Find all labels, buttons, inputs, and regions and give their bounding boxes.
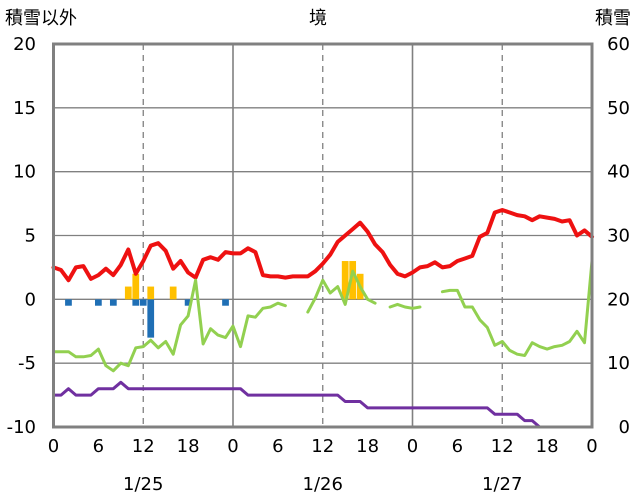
right-y-tick-label: 30	[607, 226, 630, 247]
temperature-line	[51, 208, 594, 283]
minus_bar-bar	[139, 299, 147, 306]
x-hour-tick-label: 18	[536, 436, 559, 457]
precip-bar	[132, 273, 140, 300]
precip-bar	[341, 261, 349, 300]
x-hour-tick-label: 18	[177, 436, 200, 457]
date-label: 1/25	[123, 474, 163, 495]
date-label: 1/27	[482, 474, 522, 495]
left-y-tick-label: -5	[18, 353, 36, 374]
minus_bar-bar	[222, 299, 229, 306]
left-y-tick-label: 0	[25, 289, 36, 310]
x-hour-tick-label: 6	[272, 436, 283, 457]
date-label: 1/26	[303, 474, 343, 495]
minus_bar-bar	[109, 299, 117, 306]
right-y-tick-label: 60	[607, 34, 630, 55]
x-hour-tick-label: 18	[356, 436, 379, 457]
dew_point-line	[52, 259, 594, 373]
x-hour-tick-label: 12	[491, 436, 514, 457]
x-hour-tick-label: 6	[93, 436, 104, 457]
x-hour-tick-label: 6	[452, 436, 463, 457]
right-y-ticks: 0 10 20 30 40 50 60	[607, 34, 630, 438]
right-y-tick-label: 0	[619, 417, 630, 438]
left-y-tick-label: 20	[13, 34, 36, 55]
x-hour-tick-label: 12	[132, 436, 155, 457]
x-hour-tick-label: 0	[407, 436, 418, 457]
left-y-tick-label: 10	[13, 162, 36, 183]
chart-title: 境	[309, 8, 327, 29]
x-hour-ticks: 0 6 12 18 0 6 12 18 0 6 12 18 0	[48, 436, 598, 457]
right-y-tick-label: 40	[607, 162, 630, 183]
minus_bar-bar	[184, 299, 192, 306]
precip-bar	[124, 286, 132, 300]
x-hour-tick-label: 0	[227, 436, 238, 457]
right-y-tick-label: 50	[607, 98, 630, 119]
left-y-tick-label: 5	[25, 226, 36, 247]
right-axis-label: 積雪	[595, 8, 631, 29]
left-y-tick-label: 15	[13, 98, 36, 119]
precip-bar	[147, 286, 155, 300]
right-y-tick-label: 20	[607, 289, 630, 310]
minus_bar-bar	[95, 299, 102, 306]
snow_depth-line	[52, 380, 594, 429]
date-labels: 1/25 1/26 1/27	[123, 474, 522, 495]
left-y-ticks: -10 -5 0 5 10 15 20	[7, 34, 36, 438]
minus_bar-bar	[65, 299, 72, 306]
grid	[53, 44, 592, 427]
x-hour-tick-label: 0	[48, 436, 59, 457]
left-y-tick-label: -10	[7, 417, 36, 438]
plot-frame	[52, 42, 594, 429]
precip-bar	[169, 286, 177, 300]
x-hour-tick-label: 12	[311, 436, 334, 457]
x-hour-tick-label: 0	[586, 436, 597, 457]
minus_bar-bar	[147, 299, 155, 338]
precip-bar	[349, 261, 357, 300]
line-layer	[51, 208, 594, 429]
minus_bar-bar	[132, 299, 140, 306]
right-y-tick-label: 10	[607, 353, 630, 374]
left-axis-label: 積雪以外	[5, 8, 77, 29]
